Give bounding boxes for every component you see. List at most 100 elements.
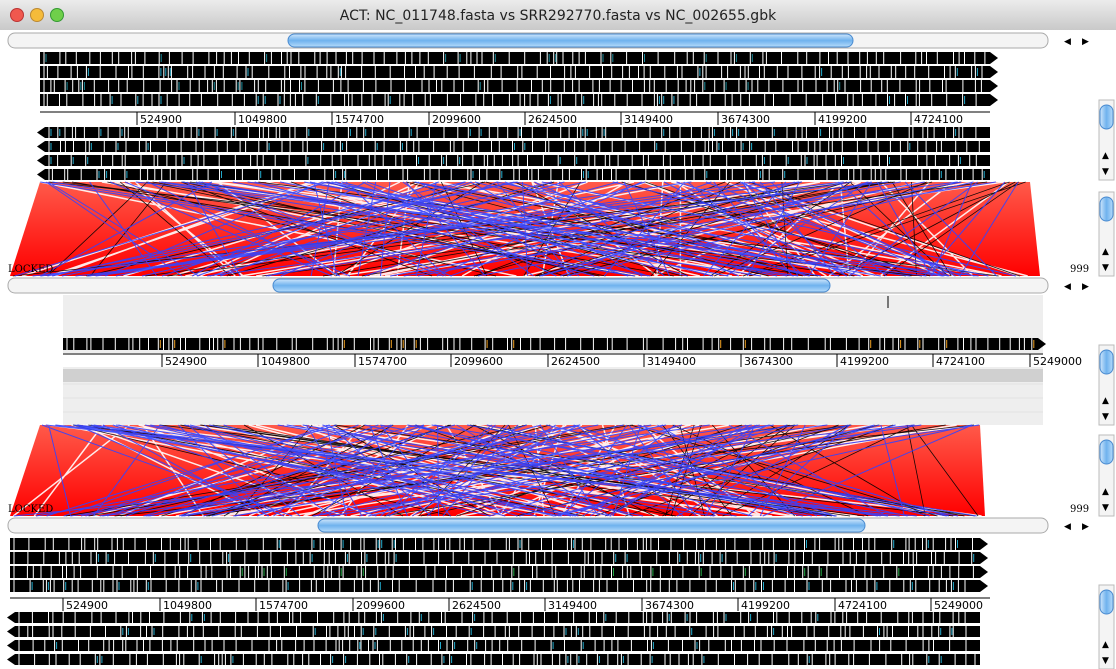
vscroll-up[interactable]: ▲ xyxy=(1102,247,1109,257)
feature-block xyxy=(10,566,980,578)
ruler-label: 5249000 xyxy=(1033,355,1082,368)
feature-arrow xyxy=(37,155,45,166)
feature-block xyxy=(45,127,990,138)
ruler-label: 1049800 xyxy=(238,113,287,126)
ruler-label: 1049800 xyxy=(261,355,310,368)
ruler-label: 5249000 xyxy=(934,599,983,612)
feature-track xyxy=(40,52,998,64)
feature-arrow xyxy=(980,538,988,550)
feature-track xyxy=(37,169,990,180)
ruler-label: 1574700 xyxy=(335,113,384,126)
ruler-label: 3674300 xyxy=(744,355,793,368)
vscroll-up[interactable]: ▲ xyxy=(1102,151,1109,161)
feature-arrow xyxy=(37,141,45,152)
feature-track xyxy=(10,566,988,578)
feature-block xyxy=(10,538,980,550)
vscroll-thumb[interactable] xyxy=(1100,197,1113,221)
scroll-right-arrow[interactable]: ▶ xyxy=(1082,522,1089,532)
vscroll-thumb[interactable] xyxy=(1100,440,1113,464)
vscroll-down[interactable]: ▼ xyxy=(1102,503,1109,513)
act-window: ACT: NC_011748.fasta vs SRR292770.fasta … xyxy=(0,0,1116,669)
vscroll-up[interactable]: ▲ xyxy=(1102,640,1109,650)
feature-arrow xyxy=(7,612,15,623)
vscroll-down[interactable]: ▼ xyxy=(1102,167,1109,177)
feature-track xyxy=(7,612,980,623)
feature-track xyxy=(40,80,998,92)
ruler-label: 4724100 xyxy=(936,355,985,368)
feature-track xyxy=(40,66,998,78)
feature-block xyxy=(15,640,980,651)
zoom-button[interactable] xyxy=(51,9,64,22)
feature-track xyxy=(10,552,988,564)
feature-track xyxy=(10,538,988,550)
scroll-right-arrow[interactable]: ▶ xyxy=(1082,37,1089,47)
feature-arrow xyxy=(980,566,988,578)
feature-arrow xyxy=(7,654,15,665)
ruler-label: 3674300 xyxy=(721,113,770,126)
minimize-button[interactable] xyxy=(31,9,44,22)
vscroll-thumb[interactable] xyxy=(1100,350,1113,374)
feature-track xyxy=(37,155,990,166)
feature-track xyxy=(7,640,980,651)
vscroll-down[interactable]: ▼ xyxy=(1102,263,1109,273)
lock-status: LOCKED xyxy=(8,264,53,275)
scrollbar-thumb[interactable] xyxy=(273,279,830,292)
feature-block xyxy=(40,80,990,92)
feature-track xyxy=(7,654,980,665)
feature-track xyxy=(10,580,988,592)
ruler-label: 4199200 xyxy=(741,599,790,612)
ruler-label: 524900 xyxy=(140,113,182,126)
page: {"window": {"title": "ACT: NC_011748.fas… xyxy=(0,0,1116,669)
scrollbar-thumb[interactable] xyxy=(288,34,853,47)
close-button[interactable] xyxy=(11,9,24,22)
ruler-label: 4199200 xyxy=(840,355,889,368)
feature-arrow xyxy=(980,580,988,592)
ruler-label: 1574700 xyxy=(259,599,308,612)
ruler-label: 2624500 xyxy=(528,113,577,126)
vscroll-down[interactable]: ▼ xyxy=(1102,656,1109,666)
gray-track xyxy=(63,369,1043,382)
feature-block xyxy=(15,626,980,637)
score-cutoff: 999 xyxy=(1070,504,1089,515)
lock-status: LOCKED xyxy=(8,504,53,515)
ruler-label: 2624500 xyxy=(551,355,600,368)
feature-block xyxy=(10,580,980,592)
vscroll-thumb[interactable] xyxy=(1100,590,1113,614)
feature-arrow xyxy=(990,94,998,106)
scroll-left-arrow[interactable]: ◀ xyxy=(1064,37,1071,47)
ruler-label: 3674300 xyxy=(645,599,694,612)
feature-arrow xyxy=(980,552,988,564)
feature-arrow xyxy=(990,80,998,92)
vscroll-thumb[interactable] xyxy=(1100,105,1113,129)
scroll-right-arrow[interactable]: ▶ xyxy=(1082,282,1089,292)
feature-block xyxy=(45,155,990,166)
scrollbar-thumb[interactable] xyxy=(318,519,865,532)
ruler-label: 4199200 xyxy=(818,113,867,126)
feature-track xyxy=(37,127,990,138)
vscroll-down[interactable]: ▼ xyxy=(1102,412,1109,422)
feature-arrow xyxy=(7,640,15,651)
vscroll-up[interactable]: ▲ xyxy=(1102,396,1109,406)
content: ◀ ▶ 524900 1049800 1574700 2099600 2624500 3149… xyxy=(0,33,1114,669)
feature-track xyxy=(37,141,990,152)
ruler-label: 3149400 xyxy=(624,113,673,126)
ruler-label: 1574700 xyxy=(358,355,407,368)
ruler-label: 524900 xyxy=(165,355,207,368)
feature-track xyxy=(63,338,1046,350)
ruler-label: 524900 xyxy=(66,599,108,612)
ruler-label: 4724100 xyxy=(914,113,963,126)
vscroll-up[interactable]: ▲ xyxy=(1102,487,1109,497)
ruler-label: 3149400 xyxy=(647,355,696,368)
feature-track xyxy=(40,94,998,106)
feature-arrow xyxy=(37,127,45,138)
ruler-label: 2099600 xyxy=(432,113,481,126)
scroll-left-arrow[interactable]: ◀ xyxy=(1064,522,1071,532)
feature-arrow xyxy=(37,169,45,180)
ruler-label: 3149400 xyxy=(548,599,597,612)
window-title: ACT: NC_011748.fasta vs SRR292770.fasta … xyxy=(340,8,777,24)
feature-block xyxy=(40,66,990,78)
feature-arrow xyxy=(990,52,998,64)
scroll-left-arrow[interactable]: ◀ xyxy=(1064,282,1071,292)
feature-track xyxy=(7,626,980,637)
feature-block xyxy=(45,141,990,152)
